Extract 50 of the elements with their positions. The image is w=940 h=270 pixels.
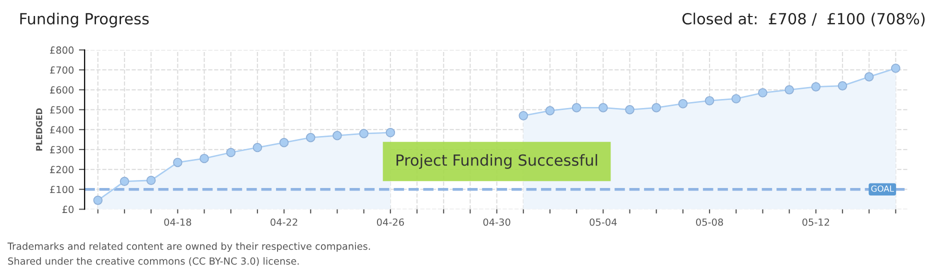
y-tick-label: £700	[50, 66, 74, 74]
point	[838, 81, 848, 90]
point	[359, 128, 368, 138]
x-tick-label: 05-08	[696, 218, 723, 226]
x-tick-label: 05-12	[802, 218, 830, 226]
annotation: Project Funding Successful	[396, 154, 598, 169]
point	[306, 132, 316, 142]
y-tick-label: £200	[50, 166, 74, 174]
point	[120, 176, 130, 186]
y-tick-label: £500	[50, 106, 74, 114]
point	[758, 88, 768, 98]
y-axis-title: PLEDGED	[36, 108, 42, 151]
point	[173, 158, 182, 168]
point	[891, 64, 900, 73]
y-tick-label: £0	[62, 206, 74, 214]
point	[731, 94, 741, 104]
y-tick-label: £300	[50, 146, 74, 154]
point	[226, 148, 236, 158]
x-tick-label: 04-18	[164, 218, 192, 226]
point	[545, 106, 555, 116]
point	[864, 72, 874, 82]
text: Trademarks and related content are owned by their respective companies.	[7, 242, 370, 252]
point	[386, 128, 396, 138]
x-tick-label: 05-04	[590, 218, 617, 226]
text: Shared under the creative commons (CC BY-NC 3.0) license.	[8, 257, 299, 266]
y-tick-label: £600	[50, 86, 74, 94]
point	[625, 105, 634, 114]
point	[279, 138, 289, 148]
point	[200, 154, 209, 164]
point	[704, 96, 714, 106]
point	[811, 82, 821, 92]
point	[678, 99, 688, 108]
point	[93, 196, 103, 205]
x-tick-label: 04-22	[270, 218, 298, 226]
point	[572, 103, 582, 112]
point	[518, 111, 528, 120]
x-tick-label: 04-26	[376, 218, 404, 226]
point	[146, 176, 156, 186]
x-tick-label: 04-30	[483, 218, 510, 226]
text: Closed at: £708 / £100 (708%)	[682, 12, 925, 26]
point	[332, 130, 342, 140]
point	[598, 103, 608, 112]
point	[784, 85, 794, 94]
point	[252, 142, 262, 152]
y-tick-label: £100	[50, 186, 74, 194]
chart-title: Funding Progress	[20, 12, 149, 28]
y-tick-label: £800	[50, 46, 74, 54]
ref-line-label: GOAL	[871, 185, 894, 192]
point	[652, 103, 661, 112]
y-tick-label: £400	[50, 126, 74, 134]
